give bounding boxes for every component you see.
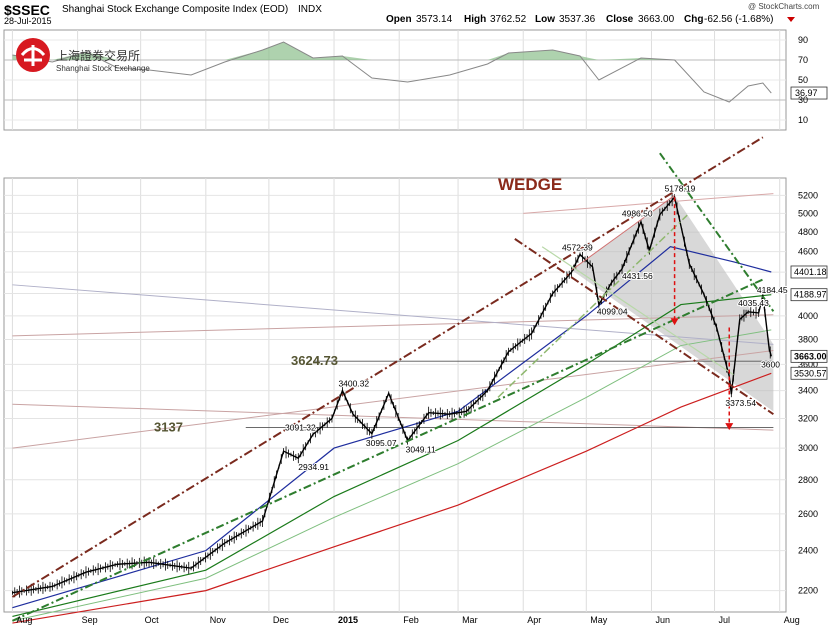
price-value-box <box>790 349 828 363</box>
peak-label: 3049.11 <box>406 445 436 455</box>
price-value-label: 4401.18 <box>794 267 827 277</box>
close-label: Close <box>606 14 634 25</box>
rsi-y-tick-label: 30 <box>798 95 808 105</box>
rsi-line <box>12 41 772 103</box>
x-tick-label: Oct <box>145 615 160 625</box>
peak-label: 4035.43 <box>738 298 769 308</box>
price-y-tick-label: 2200 <box>798 586 818 596</box>
high-value: 3762.52 <box>490 14 527 25</box>
trend-line-faint <box>12 403 774 431</box>
price-y-tick-label: 2600 <box>798 509 818 519</box>
upper-trend-line <box>11 136 764 598</box>
peak-label: 2934.91 <box>298 462 329 472</box>
x-tick-label: Jul <box>719 615 731 625</box>
price-y-tick-label: 3200 <box>798 413 818 423</box>
rsi-y-tick-label: 90 <box>798 35 808 45</box>
logo-chinese: 上海證券交易所 <box>56 48 140 63</box>
chart-date: 28-Jul-2015 <box>4 16 52 26</box>
price-y-tick-label: 5200 <box>798 190 818 200</box>
trend-line-faint <box>12 284 774 345</box>
low-value: 3537.36 <box>559 14 596 25</box>
level-high-label: 3624.73 <box>291 353 338 368</box>
x-tick-label: Sep <box>82 615 98 625</box>
ma50-line <box>12 246 772 609</box>
sse-logo: 上海證券交易所 Shanghai Stock Exchange <box>16 38 150 73</box>
peak-label: 4986.50 <box>622 209 653 219</box>
logo-english: Shanghai Stock Exchange <box>56 64 150 73</box>
trend-line-faint <box>12 349 774 449</box>
rsi-overbought-fill <box>12 42 772 60</box>
level-low-label: 3137 <box>154 420 183 435</box>
peak-label: 3400.32 <box>338 379 369 389</box>
target-arrow-1-head <box>670 318 679 326</box>
rsi-value-label: 36.97 <box>795 88 818 98</box>
peak-label: 3095.07 <box>366 438 397 448</box>
price-y-tick-label: 2400 <box>798 546 818 556</box>
high-label: High <box>464 14 486 25</box>
low-label: Low <box>535 14 555 25</box>
green-resistance-line <box>659 152 775 312</box>
green-channel-line <box>497 214 688 398</box>
peak-label: 3091.32 <box>285 422 316 432</box>
x-tick-label: Feb <box>403 615 419 625</box>
peak-label: 4184.45 <box>757 285 788 295</box>
ma-light-green-line <box>12 329 772 622</box>
trend-line-faint <box>12 314 774 337</box>
peak-label: 5178.19 <box>665 183 696 193</box>
open-label: Open <box>386 14 412 25</box>
price-y-tick-label: 3800 <box>798 334 818 344</box>
ma100-line <box>12 294 772 617</box>
peak-label: 3373.54 <box>725 398 756 408</box>
green-support-line <box>11 278 764 622</box>
peak-label: 4572.39 <box>562 242 593 252</box>
chart-name: Shanghai Stock Exchange Composite Index … <box>62 4 288 15</box>
chg-value: -62.56 (-1.68%) <box>704 14 773 25</box>
x-tick-label: Nov <box>210 615 227 625</box>
price-value-label: 3663.00 <box>794 351 827 361</box>
x-tick-label: Dec <box>273 615 290 625</box>
chart-exchange: INDX <box>298 4 322 15</box>
chg-label: Chg <box>684 14 703 25</box>
ma200-line <box>12 372 772 624</box>
price-value-box <box>790 366 828 380</box>
x-tick-label: Apr <box>527 615 541 625</box>
price-y-tick-label: 3600 <box>798 359 818 369</box>
price-value-label: 3530.57 <box>794 368 827 378</box>
trend-line-faint <box>523 193 774 214</box>
watermark: @ StockCharts.com <box>748 2 820 11</box>
wedge-upper-line <box>571 194 675 271</box>
price-value-box <box>790 288 828 302</box>
price-y-tick-label: 4000 <box>798 311 818 321</box>
price-y-tick-label: 3400 <box>798 386 818 396</box>
x-tick-label: Aug <box>16 615 32 625</box>
price-value-label: 4188.97 <box>794 290 827 300</box>
peak-label: 4431.56 <box>622 271 653 281</box>
wedge-lower-line <box>514 238 774 415</box>
price-y-tick-label: 5000 <box>798 208 818 218</box>
rsi-y-tick-label: 50 <box>798 75 808 85</box>
x-tick-label: Aug <box>784 615 800 625</box>
chart-symbol: $SSEC <box>4 2 50 18</box>
open-value: 3573.14 <box>416 14 453 25</box>
close-value: 3663.00 <box>638 14 675 25</box>
price-y-tick-label: 4600 <box>798 247 818 257</box>
price-value-box <box>790 265 828 279</box>
rsi-value-box <box>790 86 828 100</box>
rsi-y-tick-label: 70 <box>798 55 808 65</box>
x-tick-label: Jun <box>655 615 670 625</box>
x-tick-label: May <box>590 615 608 625</box>
down-arrow-icon <box>787 17 795 22</box>
price-y-tick-label: 2800 <box>798 475 818 485</box>
peak-label: 3600 <box>761 359 780 369</box>
x-tick-label: 2015 <box>338 615 358 625</box>
price-y-tick-label: 4800 <box>798 227 818 237</box>
wedge-title: WEDGE <box>498 175 562 194</box>
peak-label: 4099.04 <box>597 307 628 317</box>
light-green-line <box>541 246 734 376</box>
price-y-tick-label: 3000 <box>798 443 818 453</box>
target-arrow-2-head <box>725 423 734 431</box>
x-tick-label: Mar <box>462 615 478 625</box>
rsi-y-tick-label: 10 <box>798 115 808 125</box>
